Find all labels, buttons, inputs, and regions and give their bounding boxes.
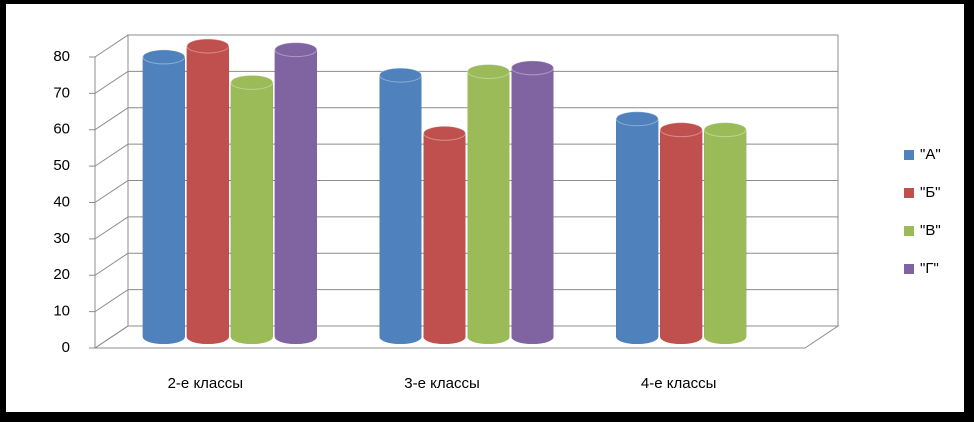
legend-label: "Г" <box>920 260 939 277</box>
bar-cap <box>511 60 554 76</box>
bar-shade <box>423 133 466 337</box>
legend-swatch <box>904 226 914 236</box>
bar-shade <box>142 56 185 337</box>
y-tick-label: 60 <box>53 121 70 138</box>
legend-swatch <box>904 150 914 160</box>
legend-label: "Б" <box>920 184 941 201</box>
grid-line <box>94 34 838 58</box>
bar-shade <box>616 118 659 337</box>
bar-cap <box>186 38 230 54</box>
y-tick-label: 80 <box>53 48 70 65</box>
bar-shade <box>467 71 510 338</box>
x-tick-label: 3-е классы <box>404 375 479 392</box>
bar-cap <box>230 74 274 90</box>
grid-line <box>94 107 838 131</box>
y-tick-label: 10 <box>53 303 70 320</box>
grid-line <box>94 252 838 276</box>
grid-line <box>94 325 838 349</box>
grid-line <box>94 216 838 240</box>
bar-cap <box>423 125 466 141</box>
bar-shade <box>379 75 422 337</box>
bar-cap <box>467 63 510 79</box>
legend-swatch <box>904 264 914 274</box>
bar-cap <box>659 122 703 138</box>
bar-shade <box>230 82 273 337</box>
y-tick-label: 30 <box>53 230 70 247</box>
x-tick-label: 4-е классы <box>641 375 716 392</box>
grid-line <box>94 289 838 313</box>
legend-label: "А" <box>920 146 941 163</box>
legend-swatch <box>904 188 914 198</box>
bar-cap <box>703 122 747 138</box>
bar-shade <box>704 129 747 337</box>
grid-line <box>94 70 838 94</box>
legend-label: "В" <box>920 222 941 239</box>
y-tick-label: 70 <box>53 84 70 101</box>
y-tick-label: 20 <box>53 266 70 283</box>
bar-shade <box>186 46 229 337</box>
x-tick-label: 2-е классы <box>168 375 243 392</box>
bar-shade <box>511 67 554 337</box>
bar-cap <box>274 42 318 58</box>
bar-cap <box>379 67 422 83</box>
grid-line <box>94 143 838 167</box>
bar-cap <box>142 49 186 65</box>
y-tick-label: 40 <box>53 193 70 210</box>
y-tick-label: 0 <box>62 339 70 356</box>
y-tick-label: 50 <box>53 157 70 174</box>
bar-cap <box>615 111 659 127</box>
grid-line <box>94 180 838 203</box>
bar-shade <box>274 49 317 337</box>
bar-shade <box>660 129 703 337</box>
